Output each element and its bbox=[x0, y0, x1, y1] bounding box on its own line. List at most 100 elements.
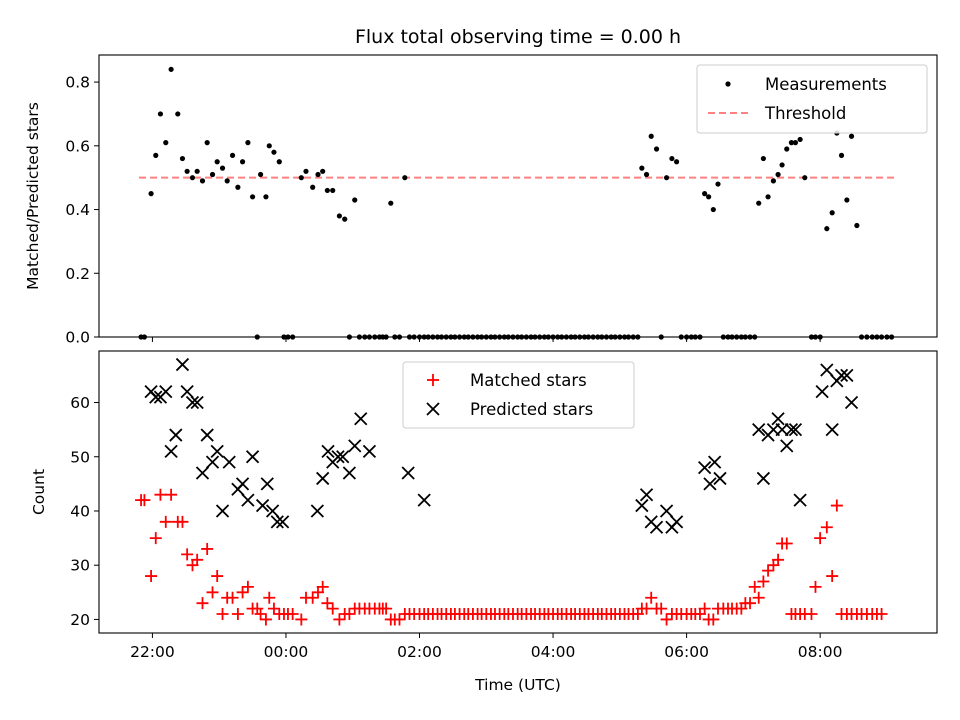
bottom-plot-frame bbox=[98, 350, 938, 634]
data-point bbox=[205, 455, 220, 469]
data-point bbox=[315, 171, 321, 178]
data-point bbox=[265, 504, 280, 518]
data-point bbox=[169, 428, 183, 442]
data-point bbox=[330, 187, 336, 194]
data-point bbox=[226, 591, 239, 604]
data-point bbox=[231, 608, 244, 621]
top-ylabel: Matched/Predicted stars bbox=[24, 102, 42, 290]
top-legend-box bbox=[696, 64, 928, 134]
data-point bbox=[316, 580, 329, 593]
top-y-ticks: 0.0 0.2 0.4 0.6 0.8 bbox=[65, 74, 99, 347]
data-point bbox=[788, 140, 795, 146]
y-tick-label: 60 bbox=[70, 394, 90, 412]
data-point bbox=[245, 140, 251, 146]
data-point bbox=[771, 412, 785, 426]
data-point bbox=[271, 149, 277, 155]
data-point bbox=[168, 66, 174, 72]
bottom-y-ticks: 20 30 40 50 60 bbox=[70, 394, 99, 629]
data-point bbox=[157, 111, 164, 117]
data-point bbox=[216, 608, 229, 621]
data-point bbox=[175, 111, 181, 117]
data-point bbox=[770, 178, 777, 184]
data-point bbox=[669, 515, 684, 529]
data-point bbox=[267, 602, 280, 615]
data-point bbox=[660, 613, 673, 626]
data-point bbox=[310, 184, 316, 190]
data-point bbox=[417, 493, 431, 507]
data-point bbox=[824, 226, 830, 232]
bottom-xlabel: Time (UTC) bbox=[474, 676, 561, 694]
data-point bbox=[765, 194, 771, 200]
data-point bbox=[809, 580, 822, 593]
data-point bbox=[249, 194, 256, 200]
data-point bbox=[752, 591, 765, 604]
data-point bbox=[254, 608, 267, 621]
data-point bbox=[257, 171, 264, 178]
top-legend: Measurements Threshold bbox=[696, 64, 928, 134]
data-point bbox=[756, 200, 762, 206]
data-point bbox=[241, 493, 255, 507]
data-point bbox=[336, 213, 342, 219]
data-point bbox=[342, 216, 348, 222]
bottom-legend-box bbox=[402, 361, 635, 429]
y-tick-label: 40 bbox=[70, 502, 90, 520]
data-point bbox=[639, 165, 645, 171]
data-point bbox=[697, 460, 712, 475]
data-point bbox=[639, 488, 654, 502]
data-point bbox=[354, 412, 368, 426]
data-point bbox=[401, 466, 415, 480]
data-point bbox=[343, 608, 356, 621]
data-point bbox=[814, 532, 827, 545]
data-point bbox=[204, 140, 210, 146]
data-point bbox=[772, 553, 785, 566]
data-point bbox=[788, 422, 803, 437]
data-point bbox=[324, 187, 330, 194]
data-point bbox=[222, 455, 236, 469]
data-point bbox=[784, 146, 790, 152]
y-tick-label: 0.4 bbox=[65, 201, 90, 219]
data-point bbox=[713, 471, 727, 486]
bottom-marks bbox=[135, 357, 888, 626]
y-tick-label: 0.0 bbox=[65, 329, 90, 347]
data-point bbox=[214, 159, 220, 165]
data-point bbox=[797, 136, 803, 143]
data-point bbox=[715, 181, 721, 187]
data-point bbox=[838, 152, 845, 158]
data-point bbox=[184, 168, 190, 174]
bottom-x-ticks: 22:00 00:00 02:00 04:00 06:00 08:00 bbox=[130, 633, 842, 661]
data-point bbox=[191, 553, 204, 566]
top-title: Flux total observing time = 0.00 h bbox=[355, 26, 681, 48]
data-point bbox=[298, 175, 304, 181]
data-point bbox=[706, 194, 712, 200]
y-tick-label: 20 bbox=[70, 611, 90, 629]
data-point bbox=[844, 395, 859, 410]
data-point bbox=[270, 515, 284, 529]
bottom-ylabel: Count bbox=[30, 469, 48, 515]
data-point bbox=[402, 175, 408, 181]
data-point bbox=[710, 206, 716, 213]
data-point bbox=[206, 586, 219, 599]
top-marks bbox=[138, 66, 897, 340]
data-point bbox=[826, 570, 839, 583]
data-point bbox=[752, 422, 766, 437]
data-point bbox=[830, 499, 843, 512]
data-point bbox=[648, 133, 654, 139]
data-point bbox=[698, 602, 711, 615]
data-point bbox=[663, 175, 670, 181]
data-point bbox=[275, 515, 290, 529]
data-point bbox=[239, 159, 246, 165]
data-point bbox=[815, 385, 829, 399]
data-point bbox=[148, 191, 154, 197]
data-point bbox=[757, 575, 770, 588]
data-point bbox=[805, 608, 818, 621]
data-point bbox=[306, 591, 319, 604]
data-point bbox=[659, 504, 674, 518]
data-point bbox=[748, 580, 761, 593]
data-point bbox=[844, 197, 850, 203]
x-tick-label: 06:00 bbox=[664, 643, 709, 661]
data-point bbox=[703, 477, 717, 491]
data-point bbox=[333, 613, 346, 626]
data-point bbox=[854, 222, 860, 229]
top-plot-frame bbox=[98, 54, 938, 338]
